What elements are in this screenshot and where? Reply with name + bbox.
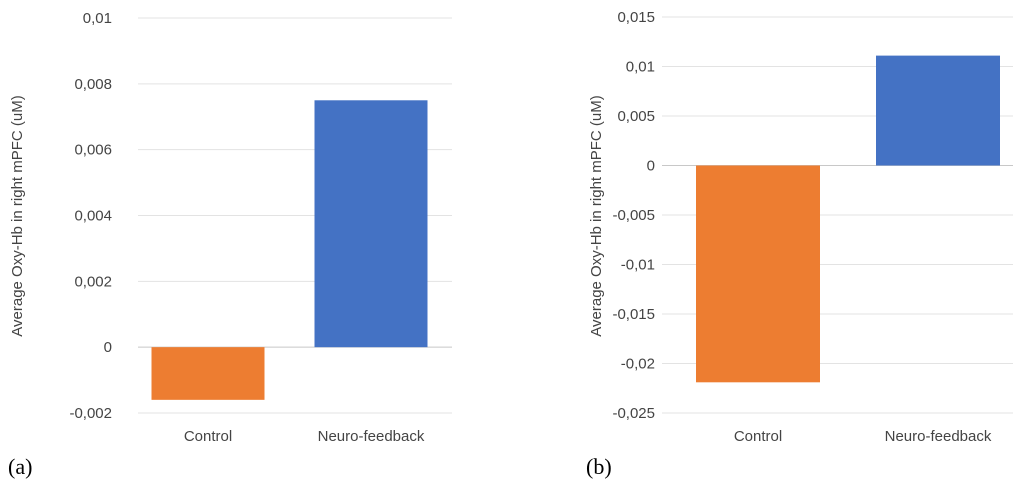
ytick-label-b-4: -0,005 — [612, 207, 655, 224]
ytick-label-a-2: 0,006 — [74, 142, 112, 159]
category-label-b-1: Neuro-feedback — [885, 428, 992, 445]
ytick-label-a-1: 0,008 — [74, 76, 112, 93]
ytick-label-b-0: 0,015 — [617, 9, 655, 26]
ytick-label-b-3: 0 — [647, 158, 655, 175]
chart-b-svg: 0,015 0,01 0,005 0 -0,005 -0,01 -0,015 -0,02 -0,… — [588, 9, 1013, 445]
bar-a-control — [151, 347, 265, 400]
ytick-label-a-4: 0,002 — [74, 273, 112, 290]
bar-a-neuro-feedback — [314, 100, 428, 348]
bar-b-control — [696, 165, 820, 383]
category-label-b-0: Control — [734, 428, 782, 445]
ytick-label-b-2: 0,005 — [617, 108, 655, 125]
category-label-a-1: Neuro-feedback — [318, 428, 425, 445]
ytick-label-b-5: -0,01 — [621, 257, 655, 274]
ytick-label-a-0: 0,01 — [83, 10, 112, 27]
ytick-label-b-1: 0,01 — [626, 59, 655, 76]
chart-panel-a: 0,01 0,008 0,006 0,004 0,002 0 -0,002 Control Ne… — [8, 10, 452, 479]
ytick-label-a-3: 0,004 — [74, 208, 112, 225]
bar-b-neuro-feedback — [876, 55, 1000, 166]
category-label-a-0: Control — [184, 428, 232, 445]
ytick-label-b-7: -0,02 — [621, 356, 655, 373]
y-axis-label-b: Average Oxy-Hb in right mPFC (uM) — [588, 95, 605, 336]
ytick-label-b-6: -0,015 — [612, 306, 655, 323]
ytick-label-a-6: -0,002 — [69, 405, 112, 422]
chart-panel-b: 0,015 0,01 0,005 0 -0,005 -0,01 -0,015 -0,02 -0,… — [508, 0, 1016, 488]
ytick-label-a-5: 0 — [104, 339, 112, 356]
panel-label-b: (b) — [586, 454, 612, 479]
ytick-label-b-8: -0,025 — [612, 405, 655, 422]
panel-label-a: (a) — [8, 454, 33, 479]
chart-a-svg: 0,01 0,008 0,006 0,004 0,002 0 -0,002 Control Ne… — [9, 10, 452, 445]
y-axis-label-a: Average Oxy-Hb in right mPFC (uM) — [9, 95, 26, 336]
